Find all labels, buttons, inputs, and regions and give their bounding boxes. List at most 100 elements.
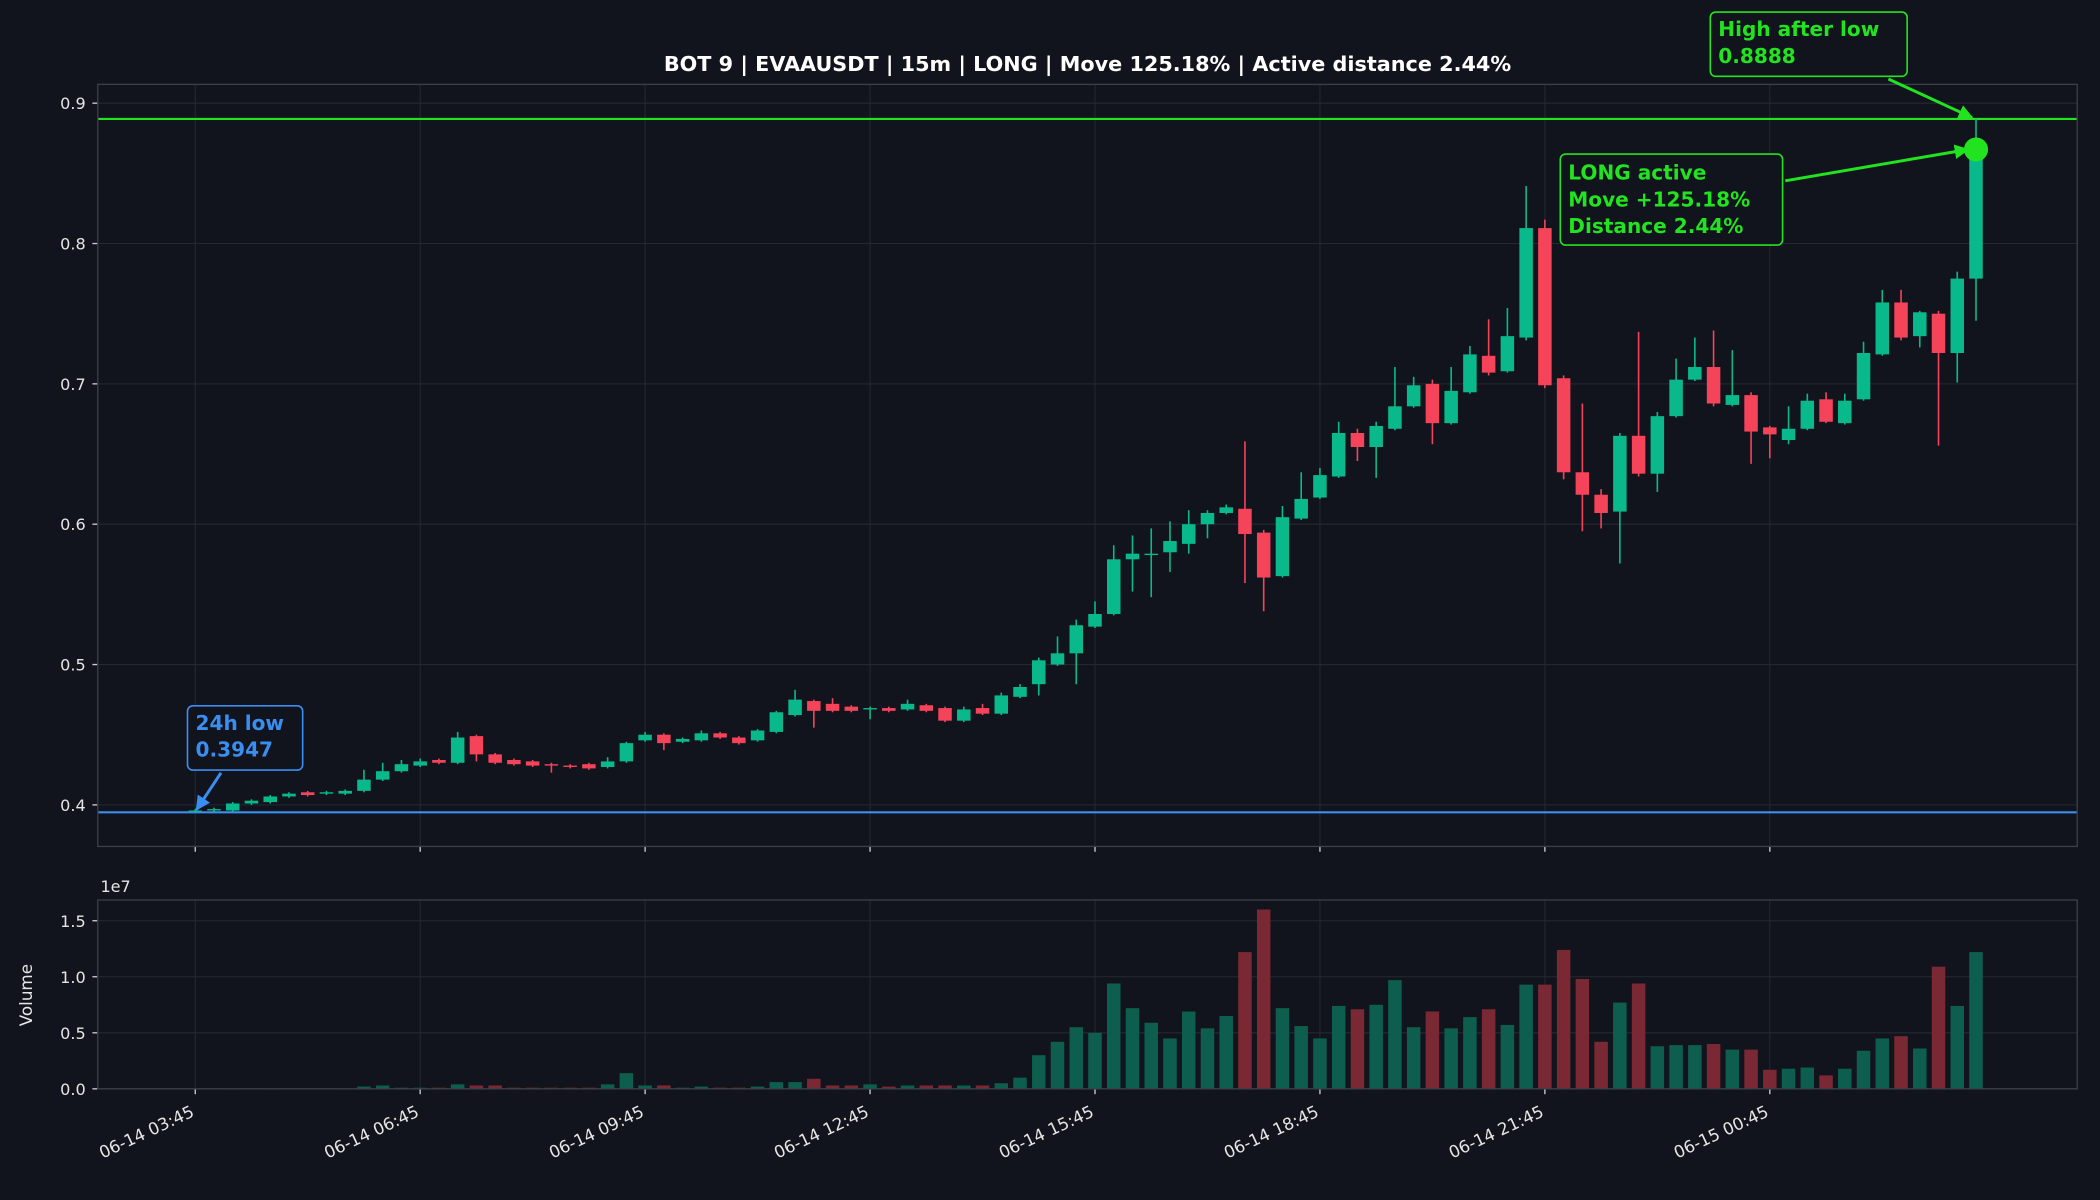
volume-bar <box>1594 1041 1608 1089</box>
candle-body <box>657 734 671 744</box>
volume-bar <box>825 1085 840 1089</box>
candle-body <box>525 761 540 766</box>
volume-panel <box>97 900 2078 1089</box>
candle-body <box>1050 653 1065 665</box>
candle-body <box>1331 432 1346 477</box>
candle-body <box>1631 435 1646 474</box>
volume-bar <box>1744 1049 1758 1089</box>
candle-body <box>1763 427 1777 435</box>
volume-bar <box>1950 1005 1965 1089</box>
candle-body <box>1444 390 1458 424</box>
volume-bar <box>750 1086 765 1089</box>
candle-body <box>1688 367 1702 380</box>
low-annotation-value: 0.3947 <box>196 738 273 762</box>
volume-bar <box>1781 1068 1796 1089</box>
volume-bar <box>638 1085 652 1089</box>
volume-bar <box>1238 952 1252 1089</box>
y-tick-label: 0.5 <box>60 656 86 675</box>
volume-offset-label: 1e7 <box>100 877 130 896</box>
volume-bar <box>1256 909 1271 1089</box>
volume-bar <box>1913 1048 1927 1089</box>
candle-body <box>1125 553 1140 560</box>
candle-body <box>882 708 896 711</box>
low-annotation-box <box>186 705 304 771</box>
candle-body <box>1706 367 1721 404</box>
candle-body <box>1669 379 1683 417</box>
candle-body <box>1894 302 1908 338</box>
candle-body <box>1032 660 1046 685</box>
candle-body <box>432 759 446 763</box>
volume-bar <box>1069 1027 1084 1089</box>
candle-body <box>732 737 746 744</box>
volume-bar <box>1969 952 1983 1089</box>
volume-bar <box>1481 1009 1496 1089</box>
candle-body <box>282 793 296 797</box>
volume-bar <box>769 1082 784 1089</box>
volume-bar <box>375 1085 390 1089</box>
candle-body <box>563 765 577 767</box>
candle-body <box>1369 425 1383 448</box>
candle-body <box>394 764 409 772</box>
candle-body <box>1313 475 1327 498</box>
candle-body <box>675 738 690 742</box>
y-tick-label: 1.5 <box>60 912 86 931</box>
candle-body <box>488 754 502 763</box>
volume-bar <box>469 1085 484 1089</box>
volume-bar <box>1613 1002 1627 1089</box>
candle-body <box>1575 472 1590 495</box>
candle-body <box>375 771 390 780</box>
volume-bar <box>1894 1036 1908 1089</box>
candle-body <box>638 734 652 741</box>
candle-body <box>844 706 859 711</box>
volume-bar <box>619 1073 634 1089</box>
volume-bar <box>1369 1004 1383 1089</box>
candle-body <box>1013 687 1027 697</box>
candle-body <box>769 712 784 732</box>
candle-body <box>600 761 615 767</box>
candle-body <box>507 759 521 765</box>
volume-bar <box>1032 1055 1046 1089</box>
volume-bar <box>1931 966 1946 1089</box>
volume-bar <box>357 1086 371 1089</box>
candle-body <box>338 790 352 794</box>
candle-body <box>619 743 634 762</box>
candle-body <box>225 803 240 811</box>
high-arrow <box>1887 77 1974 119</box>
candle-body <box>1069 625 1084 654</box>
volume-bar <box>1575 979 1590 1089</box>
low-arrow <box>195 771 223 811</box>
candle-body <box>994 695 1009 714</box>
candle-body <box>750 730 765 741</box>
candle-body <box>1594 494 1608 513</box>
candle-body <box>207 809 221 811</box>
status-arrow <box>1785 144 1970 183</box>
candle-body <box>825 703 840 711</box>
candle-body <box>1950 278 1965 353</box>
volume-bar <box>1631 983 1646 1089</box>
volume-bar <box>1275 1008 1290 1089</box>
volume-bar <box>1650 1046 1665 1089</box>
candle-body <box>919 705 934 711</box>
y-tick-label: 0.5 <box>60 1024 86 1043</box>
candle-body <box>1163 541 1177 553</box>
volume-bar <box>1106 983 1121 1089</box>
volume-bar <box>919 1085 934 1089</box>
y-tick-label: 0.9 <box>60 94 86 113</box>
volume-bar <box>863 1084 877 1089</box>
candle-body <box>1275 517 1290 577</box>
volume-bar <box>975 1085 990 1089</box>
candle-body <box>300 792 315 796</box>
candle-body <box>938 708 952 721</box>
candle-body <box>1350 432 1365 448</box>
volume-bar <box>1013 1077 1027 1089</box>
candle-body <box>863 708 877 710</box>
candle-body <box>788 699 802 716</box>
candle-body <box>1744 395 1758 432</box>
volume-bar <box>657 1085 671 1089</box>
volume-bar <box>488 1085 502 1089</box>
candle-body <box>1106 559 1121 615</box>
candle-body <box>1388 406 1402 429</box>
y-tick-label: 0.7 <box>60 375 86 394</box>
volume-bar <box>1294 1026 1308 1089</box>
